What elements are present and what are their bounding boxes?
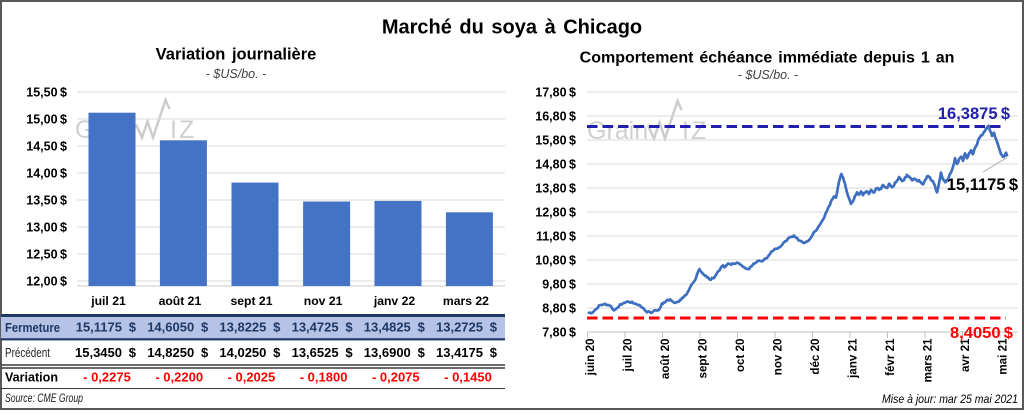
svg-text:août 20: août 20	[659, 339, 672, 380]
svg-text:$: $	[201, 345, 209, 360]
svg-text:14,00 $: 14,00 $	[26, 167, 67, 181]
svg-text:Variation: Variation	[5, 370, 58, 385]
svg-text:mars 21: mars 21	[922, 338, 935, 382]
svg-text:- $US/bo. -: - $US/bo. -	[738, 68, 798, 82]
svg-text:- 0,2275: - 0,2275	[83, 370, 131, 385]
svg-text:$: $	[129, 345, 137, 360]
svg-text:Mise à jour: mar 25 mai 2021: Mise à jour: mar 25 mai 2021	[882, 393, 1018, 406]
svg-text:8,80 $: 8,80 $	[542, 302, 576, 316]
svg-text:13,6900: 13,6900	[364, 345, 411, 360]
svg-text:12,50 $: 12,50 $	[26, 248, 67, 262]
svg-text:14,80 $: 14,80 $	[535, 158, 576, 172]
svg-text:16,80 $: 16,80 $	[535, 110, 576, 124]
svg-text:mars 22: mars 22	[443, 294, 489, 308]
svg-text:9,80 $: 9,80 $	[542, 278, 576, 292]
svg-text:juin 20: juin 20	[584, 339, 597, 377]
svg-text:- $US/bo. -: - $US/bo. -	[206, 67, 266, 81]
svg-text:sept 20: sept 20	[697, 339, 710, 379]
svg-text:14,50 $: 14,50 $	[26, 140, 67, 154]
svg-text:Source: CME Group: Source: CME Group	[5, 393, 83, 405]
svg-text:Marché du soya à Chicago: Marché du soya à Chicago	[382, 17, 642, 39]
svg-text:Grain: Grain	[587, 117, 648, 145]
svg-text:janv 22: janv 22	[373, 294, 416, 308]
svg-text:13,80 $: 13,80 $	[535, 182, 576, 196]
svg-text:17,80 $: 17,80 $	[535, 86, 576, 100]
svg-text:12,00 $: 12,00 $	[26, 275, 67, 289]
svg-text:- 0,1450: - 0,1450	[444, 370, 492, 385]
svg-text:13,2725: 13,2725	[436, 320, 483, 335]
svg-text:$: $	[201, 320, 209, 335]
svg-text:15,1175 $: 15,1175 $	[947, 176, 1018, 194]
svg-text:- 0,1800: - 0,1800	[300, 370, 348, 385]
svg-text:Fermeture: Fermeture	[5, 320, 60, 335]
svg-text:15,3450: 15,3450	[75, 345, 122, 360]
svg-text:13,4175: 13,4175	[436, 345, 483, 360]
svg-text:$: $	[129, 320, 137, 335]
svg-text:13,4825: 13,4825	[364, 320, 411, 335]
svg-text:- 0,2025: - 0,2025	[228, 370, 276, 385]
svg-text:nov 21: nov 21	[304, 294, 343, 308]
svg-text:juil 20: juil 20	[622, 339, 635, 373]
svg-text:$: $	[490, 345, 498, 360]
svg-text:juil 21: juil 21	[90, 294, 126, 308]
svg-text:13,4725: 13,4725	[292, 320, 339, 335]
svg-text:12,80 $: 12,80 $	[535, 206, 576, 220]
svg-text:15,1175: 15,1175	[76, 320, 122, 335]
svg-text:nov 20: nov 20	[772, 339, 785, 376]
svg-text:13,00 $: 13,00 $	[26, 221, 67, 235]
svg-text:11,80 $: 11,80 $	[536, 230, 576, 244]
svg-text:août 21: août 21	[159, 294, 202, 308]
svg-text:oct 20: oct 20	[734, 339, 747, 373]
svg-text:Précédent: Précédent	[5, 346, 50, 360]
svg-text:$: $	[345, 345, 353, 360]
svg-text:8,4050 $: 8,4050 $	[950, 325, 1013, 342]
svg-text:15,80 $: 15,80 $	[535, 134, 576, 148]
svg-text:IZ: IZ	[170, 116, 196, 144]
svg-text:Variation journalière: Variation journalière	[156, 46, 317, 64]
svg-text:IZ: IZ	[682, 117, 708, 145]
svg-text:- 0,2075: - 0,2075	[372, 370, 420, 385]
svg-text:sept 21: sept 21	[230, 294, 272, 308]
svg-text:janv 21: janv 21	[847, 338, 860, 379]
svg-text:$: $	[273, 320, 281, 335]
svg-text:10,80 $: 10,80 $	[535, 254, 576, 268]
svg-text:- 0,2200: - 0,2200	[155, 370, 203, 385]
svg-text:15,00 $: 15,00 $	[26, 113, 67, 127]
svg-text:16,3875 $: 16,3875 $	[938, 105, 1010, 123]
svg-text:avr 21: avr 21	[959, 338, 972, 372]
svg-text:mai 21: mai 21	[997, 338, 1010, 375]
svg-text:7,80 $: 7,80 $	[542, 326, 576, 340]
svg-text:13,6525: 13,6525	[292, 345, 339, 360]
svg-text:déc 20: déc 20	[809, 339, 822, 375]
svg-text:15,50 $: 15,50 $	[26, 86, 67, 100]
svg-text:Comportement échéance immédiat: Comportement échéance immédiate depuis 1…	[580, 50, 955, 67]
svg-text:13,8225: 13,8225	[219, 320, 266, 335]
svg-text:13,50 $: 13,50 $	[26, 194, 67, 208]
svg-text:14,8250: 14,8250	[147, 345, 194, 360]
svg-text:$: $	[345, 320, 353, 335]
svg-text:$: $	[273, 345, 281, 360]
svg-text:$: $	[418, 320, 426, 335]
svg-text:$: $	[418, 345, 426, 360]
svg-text:$: $	[490, 320, 498, 335]
svg-text:14,6050: 14,6050	[147, 320, 194, 335]
svg-text:févr 21: févr 21	[884, 338, 897, 376]
svg-text:14,0250: 14,0250	[219, 345, 266, 360]
